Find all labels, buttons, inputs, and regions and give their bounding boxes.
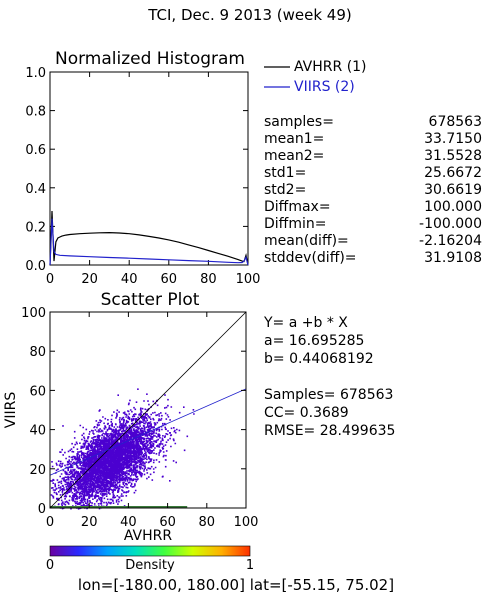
- colorbar-title: Density: [125, 558, 175, 573]
- fit-a: a= 16.695285: [264, 333, 364, 349]
- histogram-y-tick-label: 0.2: [25, 220, 46, 235]
- stat-value: -100.000: [419, 216, 482, 232]
- histogram-x-tick-label: 40: [121, 272, 138, 287]
- stat-key: mean(diff)=: [264, 233, 349, 249]
- colorbar-gradient: [49, 545, 251, 557]
- stat-value: 33.7150: [424, 131, 482, 147]
- page-title: TCI, Dec. 9 2013 (week 49): [147, 6, 352, 24]
- scatter-x-label: AVHRR: [124, 528, 173, 544]
- colorbar-max-label: 1: [246, 558, 254, 573]
- scatter-x-tick-label: 60: [159, 515, 176, 530]
- scatter-y-tick-label: 40: [29, 424, 46, 439]
- density-colorbar: 0 Density 1: [46, 545, 254, 573]
- fit-equation: Y= a +b * X: [263, 315, 348, 331]
- stat-value: 31.5528: [424, 148, 482, 164]
- legend-viirs-label: VIIRS (2): [294, 79, 355, 95]
- histogram-y-tick-label: 0.0: [25, 259, 46, 274]
- stat-key: Diffmax=: [264, 199, 331, 215]
- scatter-baseline-points: [50, 506, 188, 508]
- histogram-legend: AVHRR (1) VIIRS (2): [264, 59, 367, 95]
- stat-value: -2.16204: [419, 233, 482, 249]
- stat-key: mean1=: [264, 131, 324, 147]
- fit-b: b= 0.44068192: [264, 351, 374, 367]
- stat-key: mean2=: [264, 148, 324, 164]
- histogram-series-viirs: [49, 218, 249, 266]
- scatter-y-ticks: 0 20 40 60 80 100: [21, 306, 246, 517]
- scatter-points: [50, 388, 195, 510]
- stat-key: samples=: [264, 114, 334, 130]
- scatter-y-tick-label: 80: [29, 345, 46, 360]
- legend-avhrr-label: AVHRR (1): [294, 59, 367, 75]
- scatter-annotations: Y= a +b * X a= 16.695285 b= 0.44068192 S…: [263, 315, 395, 439]
- stat-value: 25.6672: [424, 165, 482, 181]
- histogram-stats: samples= 678563 mean1= 33.7150 mean2= 31…: [264, 114, 482, 266]
- scatter-fit-line: [49, 388, 247, 476]
- scatter-reference-line: [49, 311, 247, 509]
- histogram-x-tick-label: 80: [200, 272, 217, 287]
- stat-key: std2=: [264, 182, 306, 198]
- scatter-y-tick-label: 0: [38, 502, 46, 517]
- histogram-panel: Normalized Histogram 0.00.20.40.60.81.0 …: [25, 49, 260, 287]
- histogram-y-tick-label: 0.4: [25, 182, 46, 197]
- histogram-y-tick-label: 0.8: [25, 105, 46, 120]
- scatter-y-label: VIIRS: [3, 392, 19, 429]
- scatter-samples: Samples= 678563: [264, 387, 393, 403]
- histogram-x-tick-label: 20: [81, 272, 98, 287]
- scatter-cc: CC= 0.3689: [264, 405, 349, 421]
- stat-key: Diffmin=: [264, 216, 326, 232]
- stat-value: 678563: [429, 114, 482, 130]
- scatter-density-points: [50, 388, 195, 510]
- stat-value: 100.000: [424, 199, 482, 215]
- histogram-x-tick-label: 100: [236, 272, 261, 287]
- histogram-frame: [49, 71, 249, 266]
- scatter-x-tick-label: 0: [46, 515, 54, 530]
- scatter-x-ticks: 0 20 40 60 80 100: [46, 312, 259, 530]
- histogram-x-tick-label: 0: [46, 272, 54, 287]
- histogram-series-avhrr: [49, 210, 249, 266]
- histogram-title: Normalized Histogram: [55, 49, 245, 69]
- scatter-frame: [49, 311, 247, 509]
- scatter-x-tick-label: 40: [120, 515, 137, 530]
- histogram-y-ticks: 0.0 0.2 0.4 0.6 0.8 1.0: [25, 66, 248, 274]
- scatter-panel: Scatter Plot 0 20 40 60 80 100 0 20 40 60 80 100 A…: [3, 290, 258, 544]
- stat-key: stddev(diff)=: [264, 250, 357, 266]
- scatter-rmse: RMSE= 28.499635: [264, 423, 395, 439]
- scatter-x-tick-label: 80: [199, 515, 216, 530]
- histogram-series: [49, 210, 249, 266]
- footer-coverage: lon=[-180.00, 180.00] lat=[-55.15, 75.02…: [78, 576, 394, 594]
- histogram-x-ticks: 0 20 40 60 80 100: [46, 72, 261, 287]
- histogram-y-tick-label: 1.0: [25, 66, 46, 81]
- scatter-x-tick-label: 20: [81, 515, 98, 530]
- scatter-y-tick-label: 20: [29, 463, 46, 478]
- scatter-title: Scatter Plot: [101, 290, 200, 310]
- scatter-y-tick-label: 60: [29, 384, 46, 399]
- stat-value: 30.6619: [424, 182, 482, 198]
- histogram-x-tick-label: 60: [161, 272, 178, 287]
- colorbar-min-label: 0: [46, 558, 54, 573]
- scatter-y-tick-label: 100: [21, 306, 46, 321]
- stat-key: std1=: [264, 165, 306, 181]
- stat-value: 31.9108: [424, 250, 482, 266]
- histogram-y-tick-label: 0.6: [25, 143, 46, 158]
- scatter-x-tick-label: 100: [234, 515, 259, 530]
